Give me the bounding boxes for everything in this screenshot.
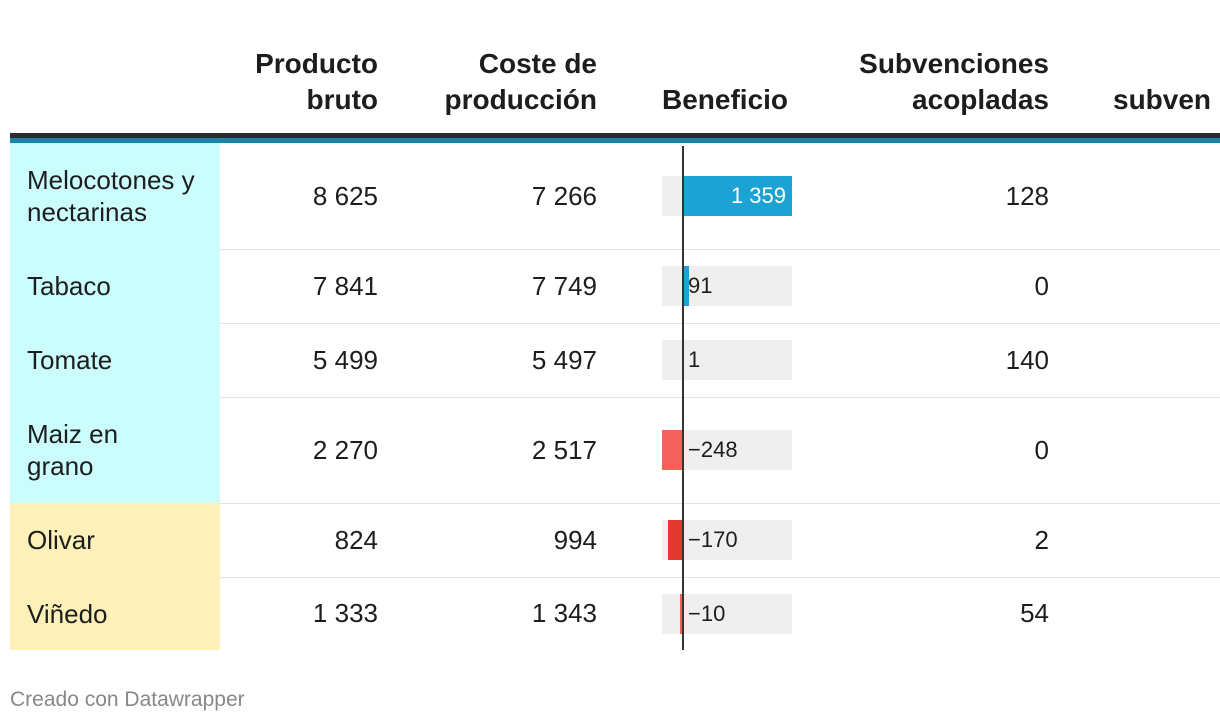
beneficio-bar	[682, 266, 690, 306]
beneficio-zero-axis	[682, 146, 684, 650]
row-name-cell: Olivar	[10, 503, 220, 577]
header-coste-line1: Coste de	[478, 48, 597, 79]
table-row: Olivar 824 994 2 −170	[10, 503, 1220, 578]
header-beneficio-label: Beneficio	[662, 84, 789, 115]
cell-coste: 2 517	[531, 434, 597, 465]
table-row: Tomate 5 499 5 497 140 1	[10, 323, 1220, 398]
cell-subvenciones: 2	[1034, 524, 1049, 555]
row-name-cell: Melocotones y nectarinas	[10, 143, 220, 249]
cell-coste: 7 266	[531, 180, 597, 211]
cell-producto-bruto: 5 499	[312, 344, 378, 375]
beneficio-value-label: 1	[688, 347, 701, 372]
beneficio-value-label: 91	[688, 273, 713, 298]
header-subvenciones-acopladas[interactable]: Subvenciones acopladas	[859, 46, 1049, 118]
cell-producto-bruto: 8 625	[312, 180, 378, 211]
header-beneficio[interactable]: Beneficio	[662, 82, 788, 118]
header-coste-line2: producción	[444, 84, 597, 115]
cell-coste: 1 343	[531, 598, 597, 628]
row-name-cell: Maiz en grano	[10, 397, 220, 503]
data-table: Producto bruto Coste de producción Benef…	[10, 0, 1220, 655]
cell-subvenciones: 140	[1005, 344, 1049, 375]
cell-coste: 994	[553, 524, 597, 555]
beneficio-value-label: −170	[688, 527, 738, 552]
cell-subvenciones: 128	[1005, 180, 1049, 211]
beneficio-bar	[680, 593, 682, 634]
header-producto-bruto[interactable]: Producto bruto	[255, 46, 378, 118]
table-row: Melocotones y nectarinas 8 625 7 266 128 1 3…	[10, 143, 1220, 250]
header-subv-line1: Subvenciones	[859, 48, 1049, 79]
cell-coste: 5 497	[531, 344, 597, 375]
cell-producto-bruto: 1 333	[312, 598, 378, 628]
cell-subvenciones: 54	[1020, 598, 1049, 628]
beneficio-bar	[682, 176, 792, 216]
table-row: Maiz en grano 2 270 2 517 0 −248	[10, 397, 1220, 504]
cell-subvenciones: 0	[1034, 270, 1049, 301]
cell-producto-bruto: 2 270	[312, 434, 378, 465]
cell-subvenciones: 0	[1034, 434, 1049, 465]
header-producto-bruto-line1: Producto	[255, 48, 378, 79]
footer-credit: Creado con Datawrapper	[10, 688, 245, 711]
cell-producto-bruto: 7 841	[312, 270, 378, 301]
header-coste[interactable]: Coste de producción	[445, 46, 597, 118]
header-subvenciones-cut[interactable]: subven	[1113, 82, 1211, 118]
header-rule	[10, 133, 1220, 138]
row-name-cell: Viñedo	[10, 577, 220, 650]
beneficio-bar-background: 1 359	[662, 176, 792, 216]
beneficio-value-label: −248	[688, 437, 738, 462]
beneficio-value-label: −10	[688, 600, 726, 626]
header-subv-line2: acopladas	[912, 84, 1049, 115]
cell-producto-bruto: 824	[334, 524, 378, 555]
header-accent-rule	[10, 138, 1220, 143]
row-name-cell: Tabaco	[10, 249, 220, 323]
beneficio-bar	[662, 430, 682, 470]
table-row: Viñedo 1 333 1 343 54 −10	[10, 577, 1220, 650]
row-name-cell: Tomate	[10, 323, 220, 397]
cell-coste: 7 749	[531, 270, 597, 301]
beneficio-value-label: 1 359	[730, 183, 786, 208]
header-producto-bruto-line2: bruto	[306, 84, 378, 115]
header-subv-cut-label: subven	[1113, 84, 1212, 115]
table-row: Tabaco 7 841 7 749 0 91	[10, 249, 1220, 324]
beneficio-bar	[668, 520, 682, 560]
